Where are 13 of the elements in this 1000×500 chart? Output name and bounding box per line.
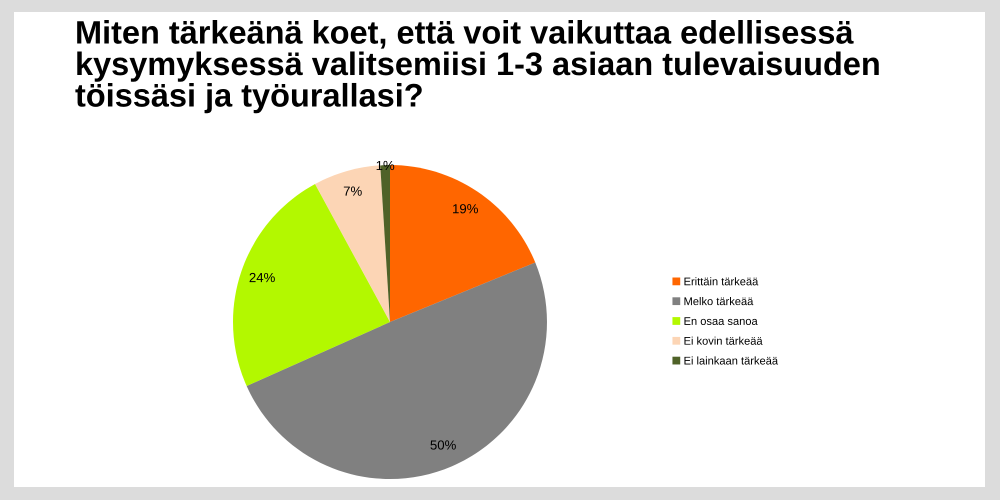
legend-label: Erittäin tärkeää <box>684 277 758 286</box>
legend-label: Ei kovin tärkeää <box>684 336 763 345</box>
chart-title: Miten tärkeänä koet, että voit vaikuttaa edellisessä kysymyksessä valitsemiisi 1-3 asiaan tulevaisuuden töissäsi ja työurallasi? <box>75 20 879 114</box>
data-label: 1% <box>376 160 394 170</box>
legend-label: Ei lainkaan tärkeää <box>684 356 778 365</box>
data-label: 50% <box>430 440 456 450</box>
data-label: 24% <box>250 272 275 282</box>
legend-label: En osaa sanoa <box>684 317 758 325</box>
data-label: 7% <box>344 186 362 196</box>
pie-slice <box>246 262 547 479</box>
pie-slice <box>233 184 390 386</box>
legend-label: Melko tärkeää <box>684 297 754 306</box>
data-label: 19% <box>453 204 478 214</box>
